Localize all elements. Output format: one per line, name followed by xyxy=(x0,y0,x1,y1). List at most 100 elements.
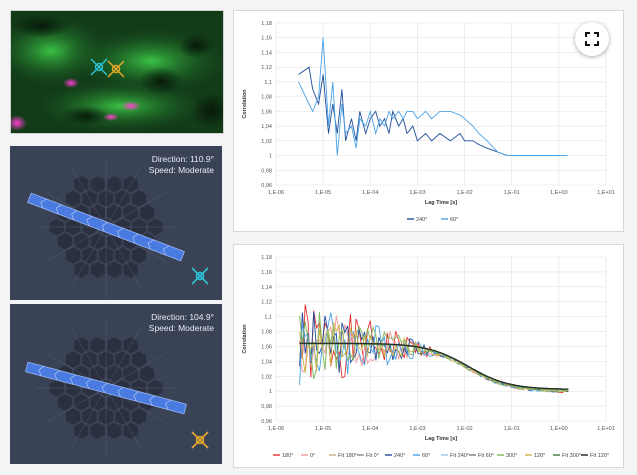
legend-label: Fit 180° xyxy=(338,453,357,459)
y-tick-label: 0,98 xyxy=(261,168,272,174)
legend-label: Fit 120° xyxy=(590,453,609,459)
y-tick-label: 1,06 xyxy=(261,109,272,115)
hex-grid-2 xyxy=(25,318,187,458)
x-tick-label: 1,E+00 xyxy=(550,190,568,196)
hex-cell xyxy=(64,407,82,426)
x-tick-label: 1,E-01 xyxy=(504,190,520,196)
x-tick-label: 1,E-04 xyxy=(362,190,378,196)
direction-arrow xyxy=(25,361,187,415)
legend-item: 120° xyxy=(525,453,545,459)
hex-cell xyxy=(106,174,123,194)
y-tick-label: 1,02 xyxy=(261,374,272,380)
x-tick-label: 1,E-02 xyxy=(456,426,472,432)
legend-item: 0° xyxy=(301,453,315,459)
y-tick-label: 0,96 xyxy=(261,419,272,425)
radial-line xyxy=(45,387,107,424)
fullscreen-button[interactable] xyxy=(575,22,609,56)
x-tick-label: 1,E-03 xyxy=(409,426,425,432)
radial-line xyxy=(70,226,107,288)
cyan-crosshair-icon xyxy=(90,58,108,76)
legend-label: 0° xyxy=(310,453,315,459)
legend-item: 60° xyxy=(413,453,430,459)
x-axis-label: Lag Time [s] xyxy=(425,200,457,206)
y-axis-label: Correlation xyxy=(242,324,248,354)
legend-item: 300° xyxy=(497,453,517,459)
hex-cell xyxy=(56,392,73,412)
legend-item: Fit 300° xyxy=(553,453,581,459)
direction-info-2: Direction: 104.9° Speed: Moderate xyxy=(149,312,214,334)
legend-label: Fit 60° xyxy=(478,453,494,459)
y-tick-label: 1,02 xyxy=(261,139,272,145)
radial-line xyxy=(105,166,142,228)
legend-label: 240° xyxy=(416,217,427,223)
legend-label: Fit 300° xyxy=(562,453,581,459)
correlation-chart-2: 0,96 0,98 1 1,02 1,04 1,06 1,08 1,1 1,12 1,14 1,16… xyxy=(233,244,624,468)
hex-cell xyxy=(130,189,148,208)
legend-label: 240° xyxy=(394,453,405,459)
x-tick-label: 1,E+00 xyxy=(550,426,568,432)
series-line xyxy=(299,342,569,390)
hex-cell xyxy=(64,246,82,265)
hex-cell xyxy=(139,203,156,223)
legend-item: 180° xyxy=(273,453,293,459)
direction-info-1: Direction: 110.9° Speed: Moderate xyxy=(149,154,214,176)
x-tick-label: 1,E+01 xyxy=(597,190,615,196)
legend-item: Fit 240° xyxy=(441,453,469,459)
y-tick-label: 1,14 xyxy=(261,285,272,291)
y-tick-label: 1,16 xyxy=(261,270,272,276)
radial-line xyxy=(105,226,142,288)
x-tick-label: 1,E-05 xyxy=(315,190,331,196)
direction-panel-2: Direction: 104.9° Speed: Moderate xyxy=(10,304,222,464)
radial-line xyxy=(105,327,142,389)
series-line xyxy=(299,304,569,394)
legend-item: Fit 120° xyxy=(581,453,609,459)
radial-line xyxy=(45,226,107,263)
x-tick-label: 1,E-06 xyxy=(268,190,284,196)
y-tick-label: 1,1 xyxy=(264,80,272,86)
hex-cell xyxy=(64,189,82,208)
y-tick-label: 0,96 xyxy=(261,183,272,189)
x-tick-label: 1,E-06 xyxy=(268,426,284,432)
radial-line xyxy=(70,387,107,449)
series-line xyxy=(299,312,569,393)
hex-grid-1 xyxy=(27,157,185,297)
legend-item: 240° xyxy=(385,453,405,459)
x-tick-label: 1,E-02 xyxy=(456,190,472,196)
hex-cell xyxy=(106,421,123,441)
chart-svg-1: 0,96 0,98 1 1,02 1,04 1,06 1,08 1,1 1,12 1,14 1,16… xyxy=(242,21,615,223)
y-tick-label: 1,08 xyxy=(261,330,272,336)
x-tick-label: 1,E+01 xyxy=(597,426,615,432)
y-tick-label: 1,12 xyxy=(261,300,272,306)
y-tick-label: 1,14 xyxy=(261,50,272,56)
y-tick-label: 1,08 xyxy=(261,95,272,101)
y-tick-label: 1,18 xyxy=(261,21,272,27)
y-tick-label: 1,16 xyxy=(261,36,272,42)
direction-text: Direction: 110.9° xyxy=(151,154,214,164)
y-tick-label: 0,98 xyxy=(261,404,272,410)
direction-arrow xyxy=(27,192,185,262)
hex-cell xyxy=(106,335,123,355)
legend-label: 300° xyxy=(506,453,517,459)
fullscreen-icon xyxy=(585,32,599,46)
legend-item: Fit 60° xyxy=(469,453,494,459)
x-tick-label: 1,E-05 xyxy=(315,426,331,432)
x-tick-label: 1,E-03 xyxy=(409,190,425,196)
hex-cell xyxy=(106,260,123,280)
y-axis-label: Correlation xyxy=(242,89,248,119)
legend-label: 180° xyxy=(282,453,293,459)
orange-crosshair-icon xyxy=(107,60,125,78)
x-tick-label: 1,E-01 xyxy=(504,426,520,432)
hex-cell xyxy=(130,407,148,426)
radial-line xyxy=(105,352,167,389)
legend-item: 60° xyxy=(441,217,458,223)
hex-cell xyxy=(89,421,106,441)
legend-label: Fit 240° xyxy=(450,453,469,459)
legend-label: 60° xyxy=(450,217,458,223)
radial-line xyxy=(70,327,107,389)
speed-text: Speed: Moderate xyxy=(148,323,214,333)
hex-cell xyxy=(89,260,106,280)
y-tick-label: 1,12 xyxy=(261,65,272,71)
cyan-marker-icon xyxy=(191,267,209,285)
orange-marker-icon xyxy=(191,431,209,449)
radial-line xyxy=(70,166,107,228)
